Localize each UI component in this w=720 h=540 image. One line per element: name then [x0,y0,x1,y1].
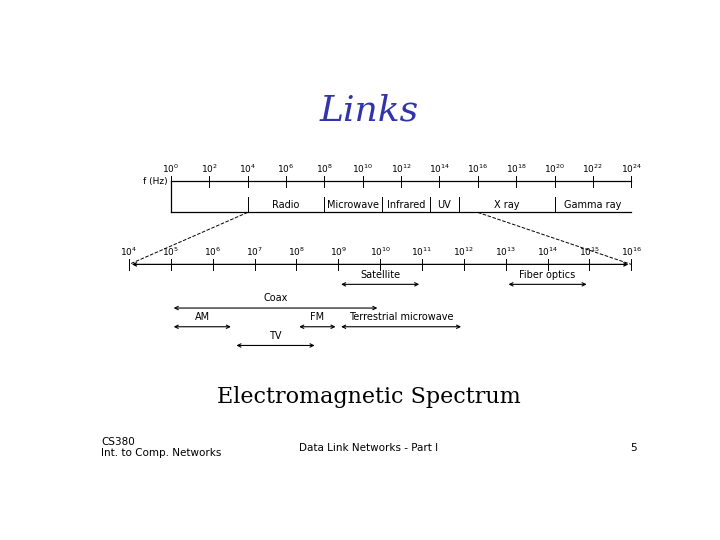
Text: Data Link Networks - Part I: Data Link Networks - Part I [300,443,438,453]
Text: $10^{22}$: $10^{22}$ [582,162,603,174]
Text: $10^{24}$: $10^{24}$ [621,162,642,174]
Text: $10^{5}$: $10^{5}$ [163,245,179,258]
Text: $10^{12}$: $10^{12}$ [391,162,412,174]
Text: $10^{16}$: $10^{16}$ [467,162,488,174]
Text: $10^{12}$: $10^{12}$ [454,245,474,258]
Text: $10^{18}$: $10^{18}$ [505,162,527,174]
Text: TV: TV [269,331,282,341]
Text: $10^{14}$: $10^{14}$ [537,245,558,258]
Text: $10^{7}$: $10^{7}$ [246,245,263,258]
Text: AM: AM [194,312,210,322]
Text: Radio: Radio [272,199,300,210]
Text: Microwave: Microwave [327,199,379,210]
Text: $10^{4}$: $10^{4}$ [120,245,138,258]
Text: $10^{20}$: $10^{20}$ [544,162,565,174]
Text: $10^{11}$: $10^{11}$ [411,245,433,258]
Text: Links: Links [320,94,418,128]
Text: $10^{0}$: $10^{0}$ [162,162,179,174]
Text: Infrared: Infrared [387,199,425,210]
Text: $10^{6}$: $10^{6}$ [204,245,222,258]
Text: $10^{10}$: $10^{10}$ [352,162,373,174]
Text: UV: UV [437,199,451,210]
Text: $10^{6}$: $10^{6}$ [277,162,294,174]
Text: X ray: X ray [494,199,519,210]
Text: $10^{2}$: $10^{2}$ [201,162,217,174]
Text: 5: 5 [630,443,637,453]
Text: CS380: CS380 [101,437,135,447]
Text: $10^{9}$: $10^{9}$ [330,245,347,258]
Text: Satellite: Satellite [360,270,400,280]
Text: Gamma ray: Gamma ray [564,199,621,210]
Text: $10^{14}$: $10^{14}$ [429,162,450,174]
Text: $10^{10}$: $10^{10}$ [369,245,391,258]
Text: FM: FM [310,312,325,322]
Text: $10^{13}$: $10^{13}$ [495,245,516,258]
Text: Int. to Comp. Networks: Int. to Comp. Networks [101,448,222,458]
Text: $10^{15}$: $10^{15}$ [579,245,600,258]
Text: f (Hz): f (Hz) [143,177,168,186]
Text: $10^{16}$: $10^{16}$ [621,245,642,258]
Text: Fiber optics: Fiber optics [519,270,576,280]
Text: $10^{8}$: $10^{8}$ [316,162,333,174]
Text: Electromagnetic Spectrum: Electromagnetic Spectrum [217,387,521,408]
Text: $10^{4}$: $10^{4}$ [239,162,256,174]
Text: Terrestrial microwave: Terrestrial microwave [349,312,454,322]
Text: $10^{8}$: $10^{8}$ [288,245,305,258]
Text: Coax: Coax [264,293,288,303]
